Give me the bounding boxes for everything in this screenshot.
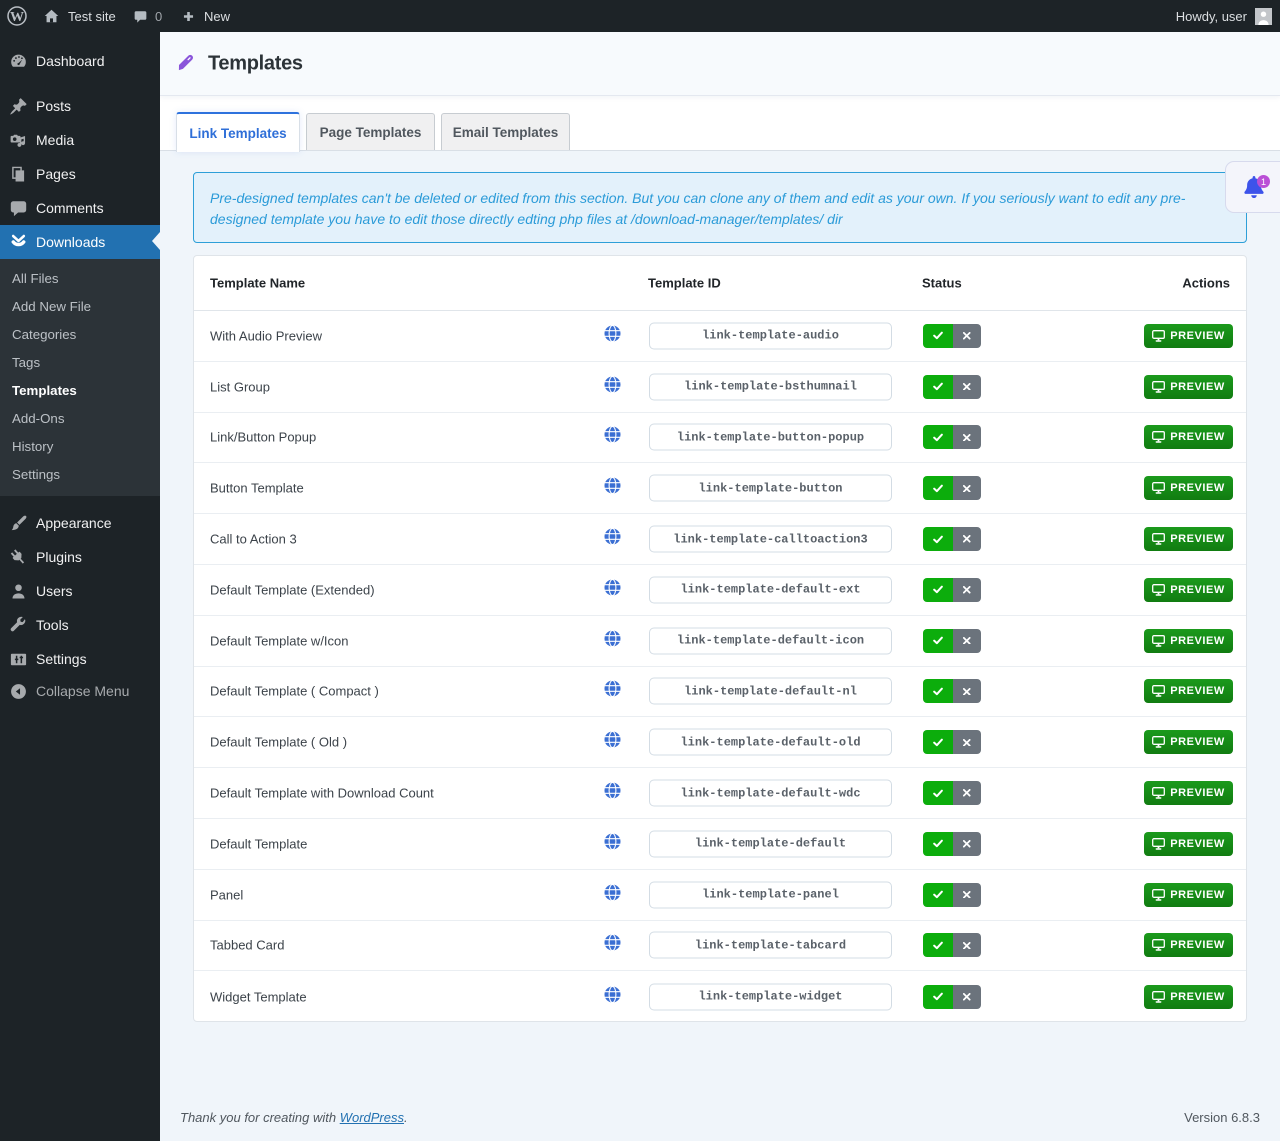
svg-text:W: W xyxy=(10,10,24,25)
